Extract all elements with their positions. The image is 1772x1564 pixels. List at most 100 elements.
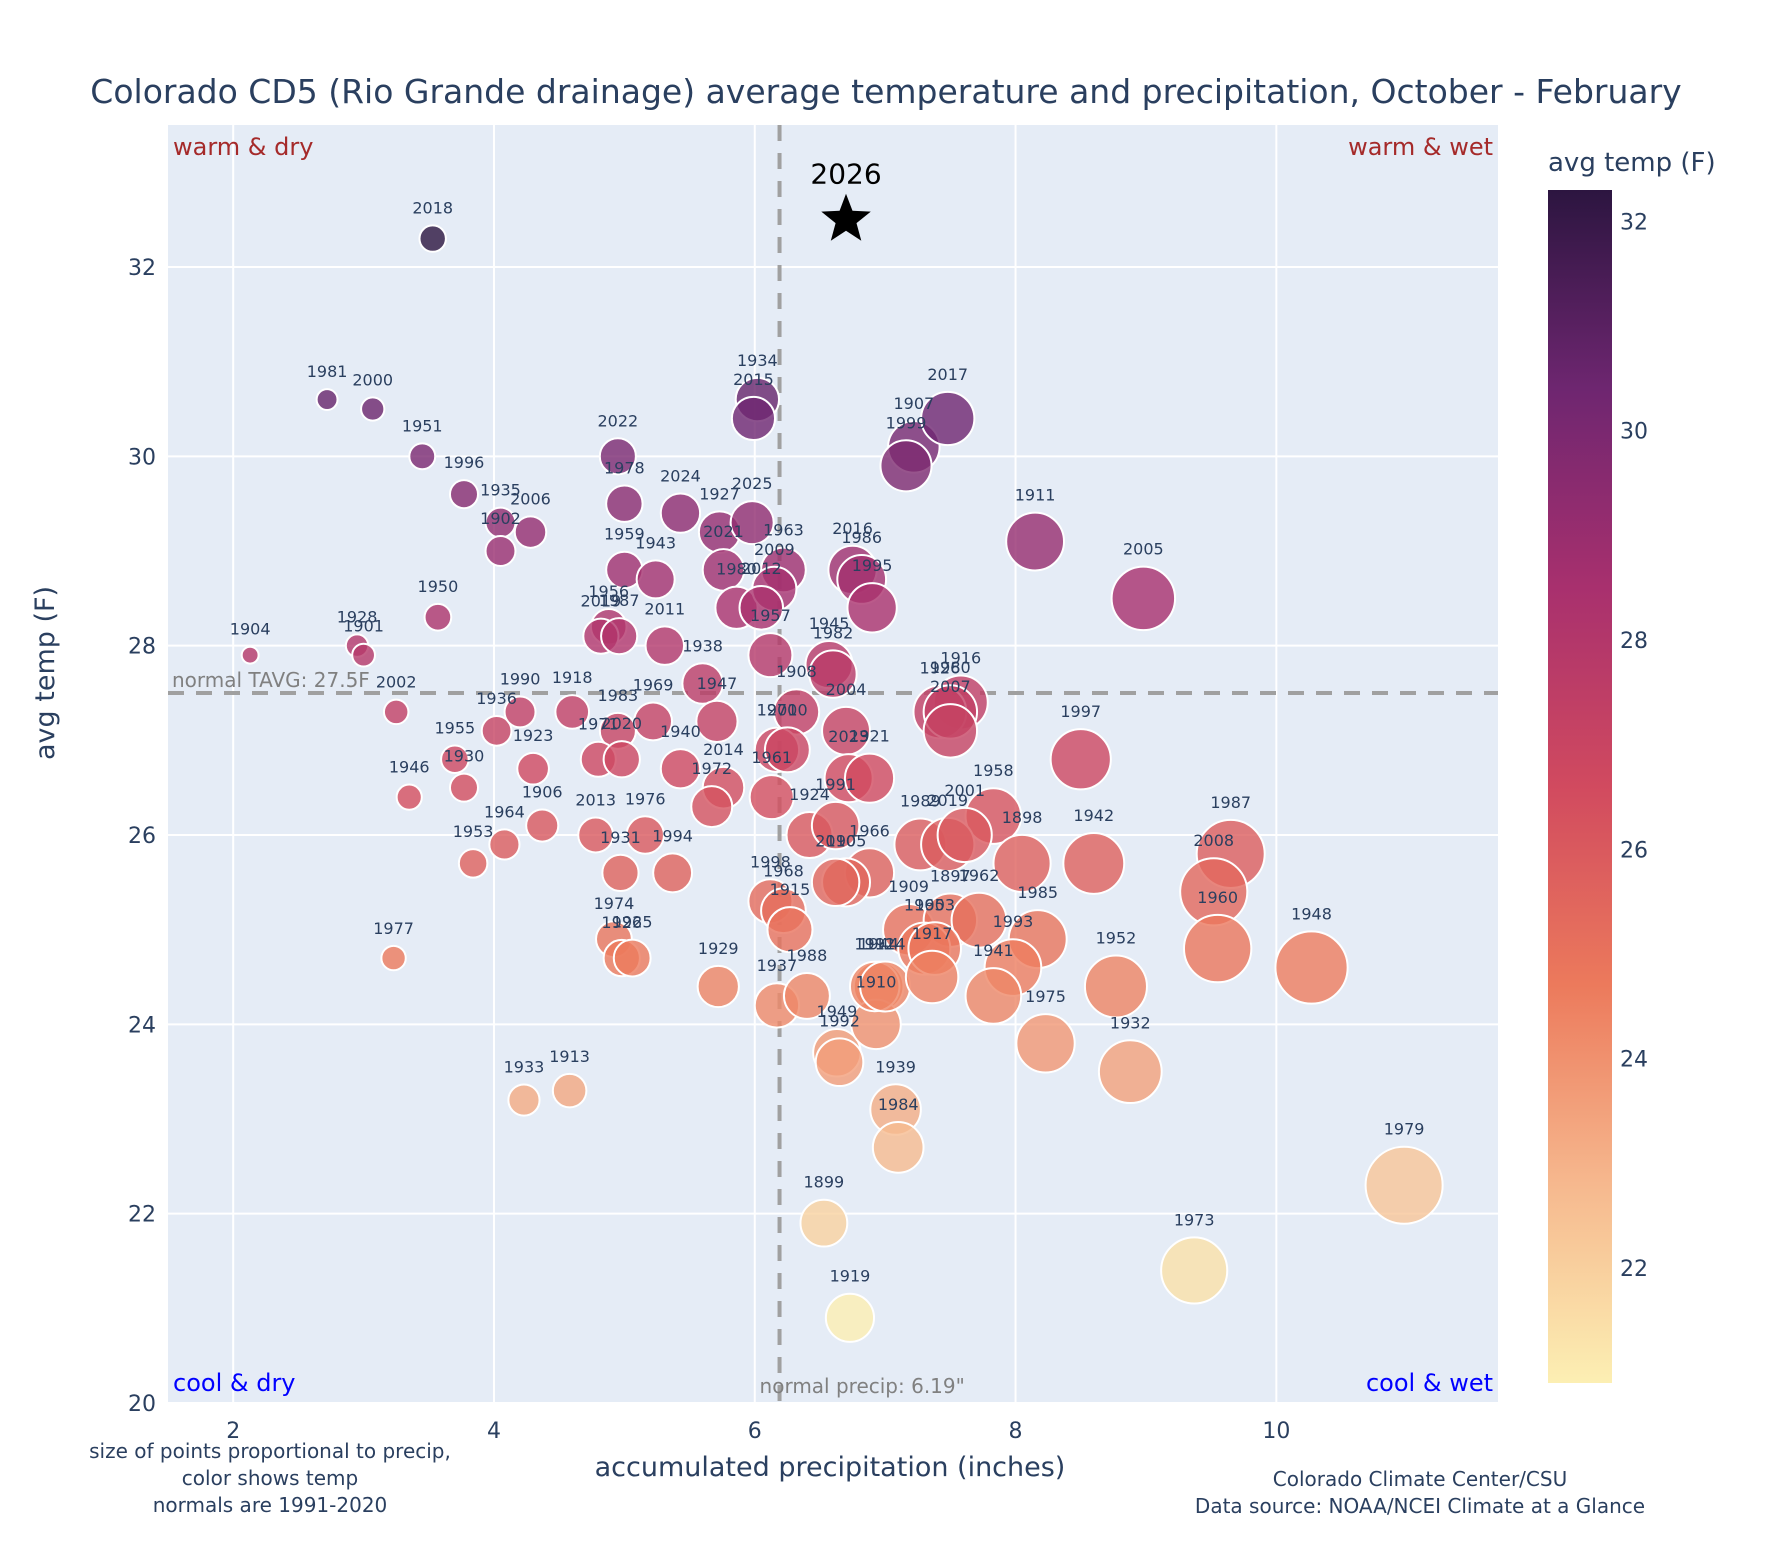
point-label: 1943 (635, 533, 676, 552)
point-label: 1981 (307, 362, 348, 381)
point-label: 2017 (927, 365, 968, 384)
data-point (380, 944, 407, 972)
point-label: 1998 (750, 852, 791, 871)
point-label: 1955 (435, 718, 476, 737)
data-point (879, 439, 933, 493)
point-label: 1952 (1096, 928, 1137, 947)
point-label: 1936 (476, 689, 517, 708)
point-label: 1930 (444, 747, 485, 766)
data-point (351, 642, 376, 668)
point-label: 1989 (900, 792, 941, 811)
point-label: 1913 (549, 1047, 590, 1066)
point-label: 1933 (504, 1057, 545, 1076)
point-label: 1912 (854, 935, 895, 954)
data-point (824, 1292, 876, 1343)
data-point (922, 703, 979, 759)
data-point (843, 752, 896, 804)
point-label: 1939 (875, 1057, 916, 1076)
point-label: 1901 (343, 617, 384, 636)
point-label: 1975 (1025, 987, 1066, 1006)
footnote-line: normals are 1991-2020 (152, 1493, 388, 1517)
point-label: 1994 (652, 826, 693, 845)
point-label: 1915 (770, 880, 811, 899)
y-tick-label: 32 (128, 256, 156, 281)
point-label: 1984 (878, 1095, 919, 1114)
data-point (1062, 831, 1126, 895)
data-point (920, 390, 976, 447)
point-label: 1966 (849, 821, 890, 840)
data-point (480, 714, 513, 747)
data-points (240, 224, 1444, 1343)
point-label: 1999 (886, 413, 927, 432)
point-label: 1974 (594, 894, 635, 913)
colorbar-tick-label: 22 (1620, 1257, 1648, 1282)
point-label: 1976 (625, 789, 666, 808)
point-label: 2019 (927, 791, 968, 810)
data-point (1182, 913, 1253, 984)
point-label: 2025 (732, 474, 773, 493)
point-label: 1926 (601, 913, 642, 932)
point-label: 2010 (815, 832, 856, 851)
point-label: 1935 (480, 481, 521, 500)
point-label: 1911 (1015, 486, 1056, 505)
point-label: 1944 (858, 935, 899, 954)
quadrant-cool-wet: cool & wet (1366, 1369, 1493, 1397)
point-label: 1902 (480, 509, 521, 528)
x-axis-label: accumulated precipitation (inches) (594, 1452, 1066, 1483)
point-label: 1980 (930, 658, 971, 677)
data-point (814, 1037, 865, 1088)
data-point (507, 1083, 541, 1117)
data-point (457, 848, 489, 879)
point-label: 2005 (1123, 540, 1164, 559)
x-tick-label: 4 (487, 1419, 501, 1444)
data-point (659, 492, 702, 534)
point-label: 1962 (959, 866, 1000, 885)
data-point (448, 479, 480, 510)
point-label: 1899 (804, 1173, 845, 1192)
data-point (738, 585, 785, 631)
point-label: 1916 (940, 648, 981, 667)
point-label: 1969 (633, 675, 674, 694)
data-point (936, 806, 993, 864)
data-point (810, 857, 861, 908)
data-point (418, 224, 447, 253)
point-label: 1951 (402, 416, 443, 435)
point-label: 1921 (849, 727, 890, 746)
credit-line: Colorado Climate Center/CSU (1272, 1467, 1568, 1491)
data-point (503, 695, 537, 729)
data-point (525, 808, 560, 843)
point-label: 2015 (733, 370, 774, 389)
star-icon (821, 193, 871, 241)
point-label: 1931 (600, 828, 641, 847)
data-point (1364, 1145, 1444, 1225)
point-label: 2000 (352, 370, 393, 389)
data-point (644, 625, 686, 666)
point-label: 1910 (856, 973, 897, 992)
point-label: 1934 (737, 351, 778, 370)
data-point (423, 602, 453, 632)
data-point (551, 1072, 588, 1109)
point-label: 2018 (412, 198, 453, 217)
point-label: 1928 (337, 607, 378, 626)
point-label: 1906 (522, 782, 563, 801)
point-label: 1964 (484, 802, 525, 821)
point-label: 1977 (373, 919, 414, 938)
data-point (846, 582, 898, 634)
x-tick-label: 6 (748, 1419, 762, 1444)
point-label: 1978 (604, 458, 645, 477)
point-label: 2012 (741, 559, 782, 578)
x-tick-label: 8 (1009, 1419, 1023, 1444)
data-point (612, 938, 652, 978)
point-label: 1958 (973, 761, 1014, 780)
colorbar-tick-label: 28 (1620, 629, 1648, 654)
point-label: 1917 (912, 924, 953, 943)
point-label: 1942 (1073, 806, 1114, 825)
data-point (448, 772, 480, 803)
point-label: 1925 (612, 913, 653, 932)
colorbar-tick-label: 30 (1620, 420, 1648, 445)
point-label: 1971 (578, 715, 619, 734)
point-label: 2022 (597, 411, 638, 430)
data-point (652, 852, 694, 894)
